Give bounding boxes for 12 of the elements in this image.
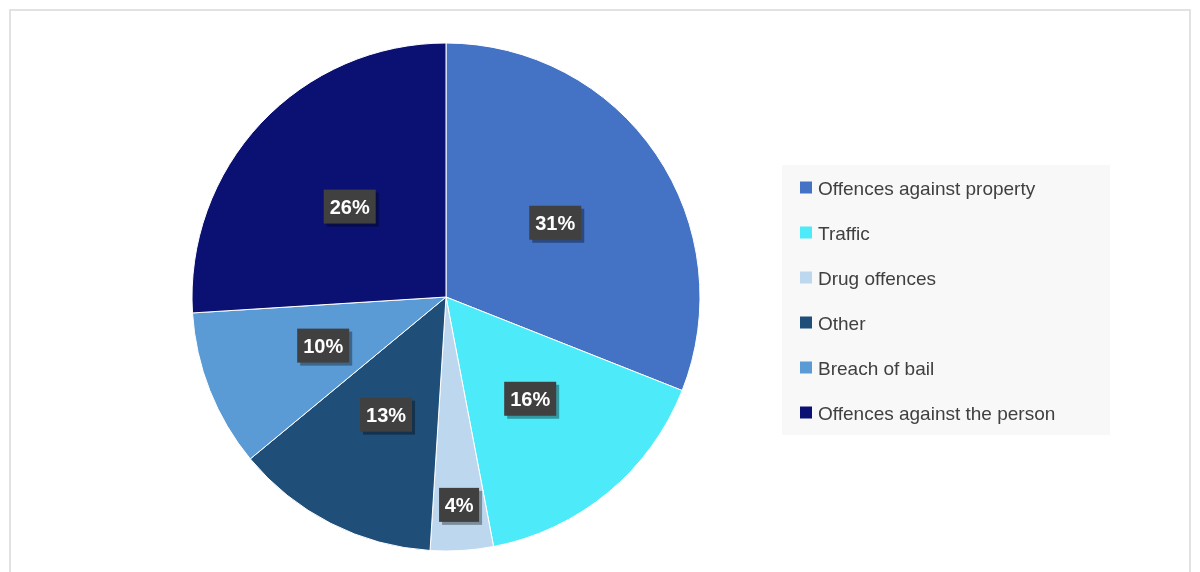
legend-label: Offences against the person — [818, 402, 1056, 424]
data-label: 4% — [444, 493, 474, 516]
data-label: 13% — [366, 403, 407, 426]
data-label: 16% — [510, 387, 551, 410]
legend-label: Other — [818, 312, 867, 334]
legend-label: Offences against property — [818, 177, 1036, 199]
legend-label: Drug offences — [818, 267, 936, 289]
legend-label: Breach of bail — [818, 357, 935, 379]
data-label: 26% — [329, 195, 370, 218]
data-label: 31% — [535, 211, 576, 234]
data-label: 10% — [303, 334, 344, 357]
legend-label: Traffic — [818, 222, 870, 244]
